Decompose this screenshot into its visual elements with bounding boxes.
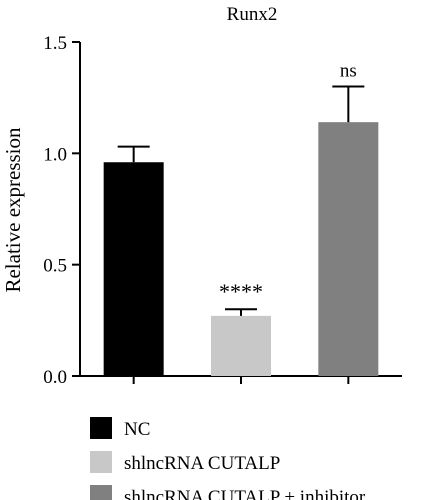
significance-label: **** [219, 279, 263, 304]
legend-swatch [90, 485, 112, 500]
bar [211, 315, 271, 376]
bars: **** ns [103, 61, 379, 376]
legend-swatch [90, 451, 112, 473]
legend-swatch [90, 417, 112, 439]
bar [103, 162, 164, 376]
y-axis-label: Relative expression [1, 127, 25, 293]
y-tick-label: 0.0 [43, 367, 67, 388]
chart-title: Runx2 [227, 4, 278, 25]
legend: NC shlncRNA CUTALP shlncRNA CUTALP + inhib… [90, 417, 366, 500]
legend-label: NC [124, 419, 150, 440]
y-tick-label: 1.0 [43, 144, 67, 165]
legend-label: shlncRNA CUTALP [124, 453, 280, 474]
significance-label: ns [340, 61, 357, 82]
y-tick-label: 1.5 [43, 33, 67, 54]
bar [318, 122, 379, 376]
legend-label: shlncRNA CUTALP + inhibitor [124, 487, 366, 500]
y-tick-label: 0.5 [43, 256, 67, 277]
